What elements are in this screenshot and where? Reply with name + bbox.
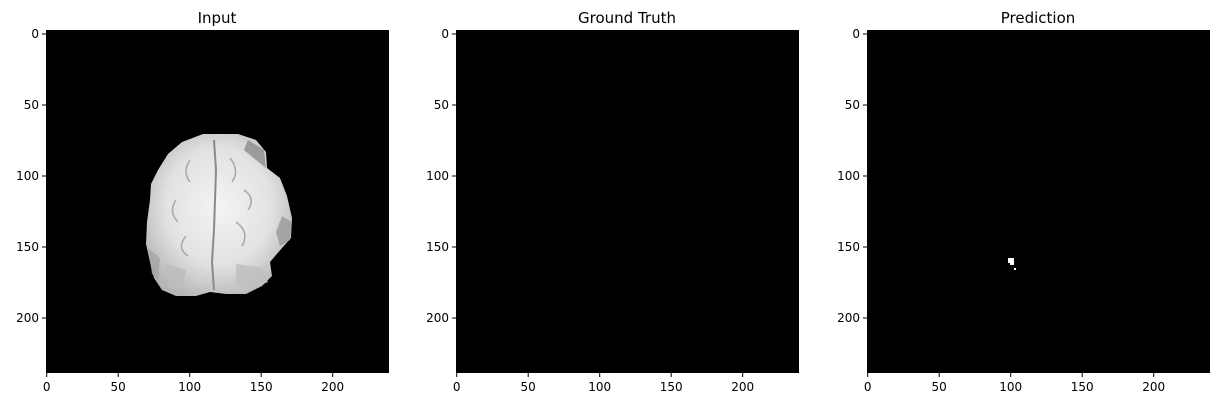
mask-blob	[1010, 262, 1014, 265]
x-tick-labels: 0 50 100 150 200	[453, 380, 754, 394]
panel-ground-truth: Ground Truth 0 50 100 150 200 0 50 100	[426, 9, 799, 394]
y-tick-label: 50	[24, 98, 39, 112]
x-tick-label: 150	[660, 380, 683, 394]
x-axis	[46, 373, 334, 377]
x-tick-label: 0	[864, 380, 872, 394]
x-tick-label: 50	[521, 380, 536, 394]
y-axis	[452, 33, 456, 319]
x-tick-label: 200	[731, 380, 754, 394]
image-area	[867, 30, 1210, 373]
x-tick-label: 100	[178, 380, 201, 394]
y-tick-label: 150	[426, 240, 449, 254]
brain-edge-shading	[236, 264, 268, 290]
x-tick-label: 100	[588, 380, 611, 394]
y-tick-labels: 0 50 100 150 200	[837, 27, 860, 325]
image-area	[456, 30, 799, 373]
brain-edge-shading	[166, 264, 186, 290]
x-tick-label: 150	[250, 380, 273, 394]
y-tick-label: 0	[441, 27, 449, 41]
prediction-mask	[1008, 258, 1016, 270]
x-axis	[456, 373, 744, 377]
panel-prediction: Prediction 0 50 100 150 200	[837, 9, 1210, 394]
x-tick-label: 100	[999, 380, 1022, 394]
x-tick-label: 200	[1142, 380, 1165, 394]
y-tick-label: 100	[426, 169, 449, 183]
panel-title: Input	[198, 9, 237, 27]
mask-blob	[1008, 258, 1014, 263]
panel-title: Ground Truth	[578, 9, 676, 27]
y-tick-label: 200	[837, 311, 860, 325]
y-tick-labels: 0 50 100 150 200	[426, 27, 449, 325]
y-tick-labels: 0 50 100 150 200	[16, 27, 39, 325]
sulci	[171, 157, 252, 257]
x-tick-labels: 0 50 100 150 200	[43, 380, 344, 394]
y-tick-label: 50	[434, 98, 449, 112]
x-tick-label: 150	[1071, 380, 1094, 394]
x-tick-label: 0	[43, 380, 51, 394]
y-tick-label: 100	[16, 169, 39, 183]
midline-fissure	[210, 139, 218, 291]
y-tick-label: 0	[31, 27, 39, 41]
y-tick-label: 150	[837, 240, 860, 254]
x-tick-labels: 0 50 100 150 200	[864, 380, 1165, 394]
x-tick-label: 0	[453, 380, 461, 394]
y-tick-label: 200	[426, 311, 449, 325]
x-axis	[867, 373, 1155, 377]
brain-edge-shading	[276, 216, 292, 246]
y-tick-label: 100	[837, 169, 860, 183]
y-tick-label: 0	[852, 27, 860, 41]
y-tick-label: 150	[16, 240, 39, 254]
brain-slice	[146, 134, 292, 296]
panel-title: Prediction	[1001, 9, 1076, 27]
brain-edge-shading	[244, 140, 266, 168]
x-tick-label: 50	[111, 380, 126, 394]
panel-input: Input 0 50 100 150	[16, 9, 389, 394]
y-tick-label: 50	[845, 98, 860, 112]
x-tick-label: 200	[321, 380, 344, 394]
y-axis	[863, 33, 867, 319]
y-tick-label: 200	[16, 311, 39, 325]
brain-tissue	[146, 134, 292, 296]
x-tick-label: 50	[932, 380, 947, 394]
mask-blob	[1014, 268, 1016, 270]
brain-edge-shading	[148, 248, 160, 280]
y-axis	[42, 33, 46, 319]
